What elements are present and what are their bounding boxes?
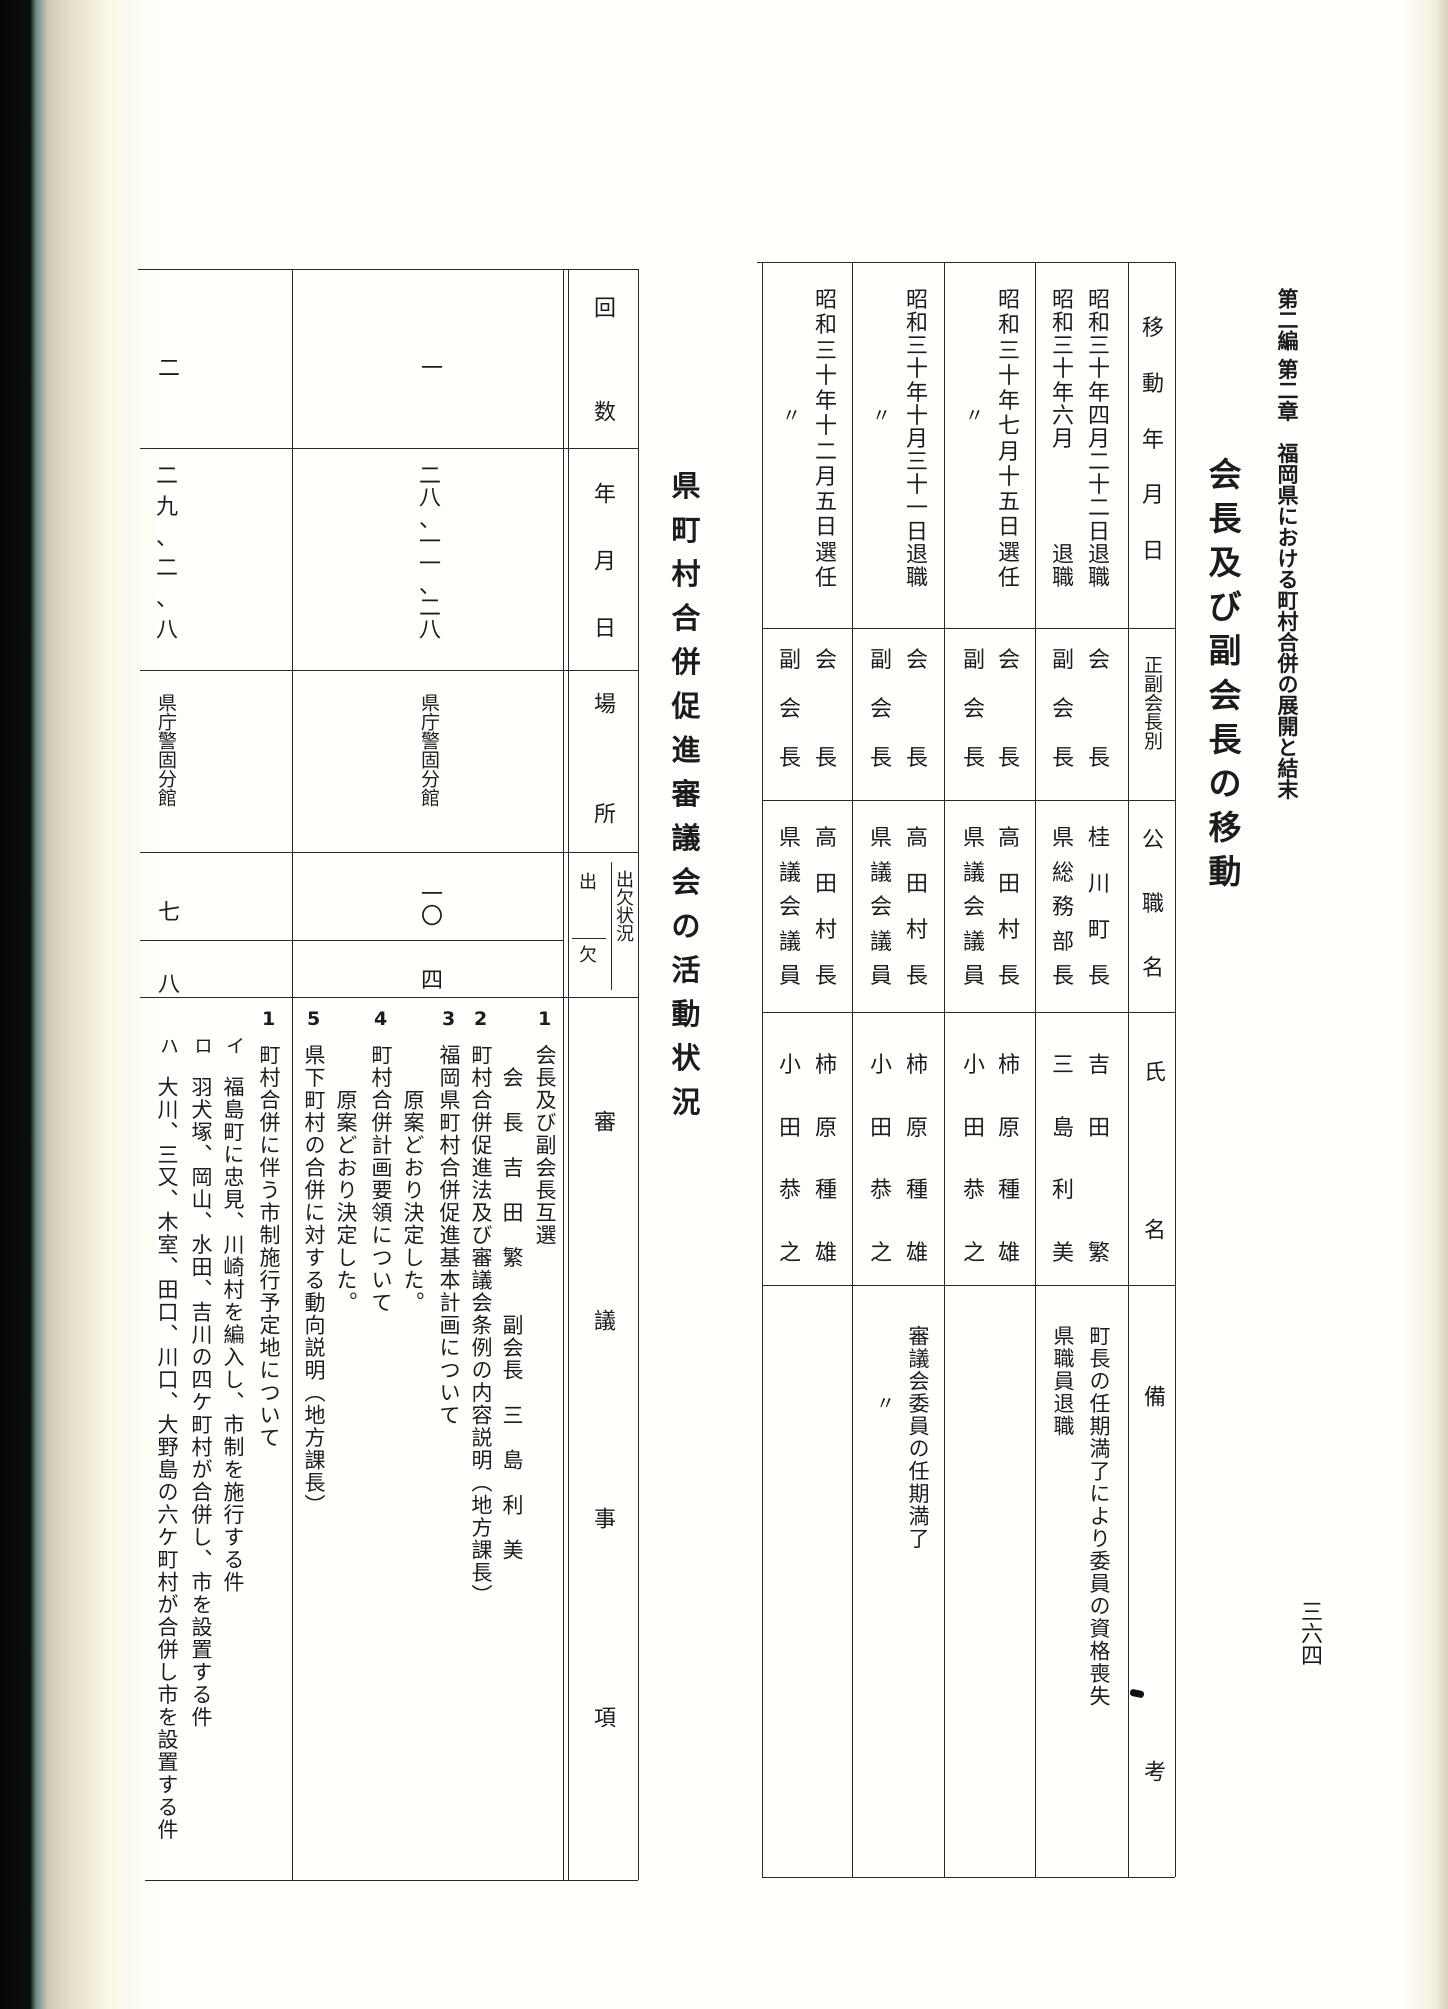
position: 会 長 [1087, 648, 1110, 771]
item-text: 町村合併促進法及び審議会条例の内容説明（地方課長） [469, 1044, 493, 1607]
date-line: 昭和三十年十月三十一日退職 [905, 288, 928, 591]
session-date: 二八、一一、二八 [418, 464, 441, 643]
office: 県議会議員 [962, 826, 985, 989]
session-date: 二九、二、八 [155, 464, 178, 643]
running-head: 第二編 第二章 福岡県における町村合併の展開と結末 [1275, 288, 1300, 800]
item-number: 5 [307, 1008, 321, 1030]
item-text: 会長及び副会長互選 [533, 1044, 557, 1247]
office: 高田村長 [814, 826, 837, 989]
header-items-3: 事 [590, 1507, 615, 1529]
item-text: 原案どおり決定した。 [401, 1044, 425, 1314]
session-absent: 八 [154, 972, 179, 994]
header-count-2: 数 [590, 400, 615, 422]
page-number: 三六四 [1297, 1600, 1322, 1666]
item-number: 1 [538, 1008, 552, 1030]
position: 副会長 [869, 648, 892, 771]
position: 副会長 [962, 648, 985, 771]
position: 会 長 [905, 648, 928, 771]
header-name-1: 氏 [1140, 1060, 1165, 1082]
header-present: 出 [576, 872, 597, 890]
session-count: 二 [154, 356, 179, 378]
item-text: 福島町に忠見、川崎村を編入し、市制を施行する件 [221, 1076, 245, 1594]
header-date-3: 日 [590, 616, 615, 638]
remarks: 町長の任期満了により委員の資格喪失 [1087, 1325, 1111, 1708]
session-present: 七 [154, 900, 179, 922]
header-absent: 欠 [576, 945, 597, 963]
item-text: 県下町村の合併に対する動向説明（地方課長） [302, 1044, 326, 1517]
header-items-2: 議 [590, 1309, 615, 1331]
item-text: 羽犬塚、岡山、水田、吉川の四ケ町村が合併し、市を設置する件 [189, 1076, 213, 1729]
header-attendance: 出欠状況 [613, 870, 634, 942]
ditto-mark: 〃 [873, 1393, 895, 1412]
section-title-council-activity: 県町村合併促進審議会の活動状況 [671, 469, 701, 1119]
name: 小田恭之 [869, 1053, 892, 1266]
item-marker: ハ [157, 1036, 179, 1055]
header-name-2: 名 [1140, 1218, 1165, 1240]
office: 県議会議員 [778, 826, 801, 989]
remarks: 県職員退職 [1051, 1325, 1075, 1438]
section-title-officer-changes: 会長及び副会長の移動 [1208, 455, 1242, 891]
name: 三島利美 [1051, 1053, 1074, 1266]
ink-mark [1129, 1688, 1145, 1699]
ditto-mark: 〃 [869, 405, 891, 424]
name: 柿原種雄 [814, 1053, 837, 1266]
session-place: 県庁警固分館 [155, 693, 177, 807]
name: 吉田 繁 [1087, 1053, 1110, 1266]
date-line: 昭和三十年六月 退職 [1051, 288, 1074, 591]
name: 柿原種雄 [905, 1053, 928, 1266]
name: 小田恭之 [962, 1053, 985, 1266]
position: 会 長 [997, 648, 1020, 771]
ditto-mark: 〃 [779, 405, 801, 424]
name: 小田恭之 [778, 1053, 801, 1266]
office: 県総務部長 [1051, 826, 1074, 989]
remarks: 審議会委員の任期満了 [906, 1325, 930, 1550]
date-line: 昭和三十年四月二十二日退職 [1087, 288, 1110, 591]
header-date-2: 月 [590, 549, 615, 571]
item-text: 大川、三又、木室、田口、川口、大野島の六ケ町村が合併し市を設置する件 [155, 1076, 179, 1841]
session-present: 一〇 [417, 882, 442, 926]
session-count: 一 [417, 356, 442, 378]
office: 桂川町長 [1087, 826, 1110, 989]
item-number: 1 [262, 1008, 276, 1030]
office: 県議会議員 [869, 826, 892, 989]
item-text: 町村合併に伴う市制施行予定地について [257, 1044, 281, 1449]
session-absent: 四 [417, 968, 442, 990]
position: 会 長 [814, 648, 837, 771]
header-items-4: 項 [590, 1706, 615, 1728]
item-number: 4 [374, 1008, 388, 1030]
position: 副会長 [778, 648, 801, 771]
header-date: 移動年月日 [1141, 316, 1164, 564]
header-date-1: 年 [590, 482, 615, 504]
item-text: 福岡県町村合併促進基本計画について [437, 1044, 461, 1427]
item-marker: イ [223, 1036, 245, 1055]
header-count-1: 回 [590, 296, 615, 318]
position: 副会長 [1051, 648, 1074, 771]
header-items-1: 審 [590, 1110, 615, 1132]
item-number: 2 [474, 1008, 488, 1030]
item-marker: ロ [191, 1036, 213, 1055]
date-line: 昭和三十年七月十五日選任 [997, 288, 1020, 591]
office: 高田村長 [997, 826, 1020, 989]
item-number: 3 [442, 1008, 456, 1030]
ditto-mark: 〃 [962, 405, 984, 424]
item-text: 原案どおり決定した。 [334, 1044, 358, 1314]
header-position: 正副会長別 [1141, 655, 1163, 750]
session-place: 県庁警固分館 [418, 693, 440, 807]
date-line: 昭和三十年十二月五日選任 [814, 288, 837, 591]
item-text: 会 長 吉 田 繁 副会長 三 島 利 美 [500, 1044, 524, 1562]
name: 柿原種雄 [997, 1053, 1020, 1266]
header-place-1: 場 [590, 692, 615, 714]
header-office: 公職名 [1141, 828, 1164, 981]
header-place-2: 所 [590, 802, 615, 824]
header-remarks-2: 考 [1140, 1760, 1165, 1782]
item-text: 町村合併計画要領について [369, 1044, 393, 1314]
header-remarks-1: 備 [1140, 1385, 1165, 1407]
office: 高田村長 [905, 826, 928, 989]
